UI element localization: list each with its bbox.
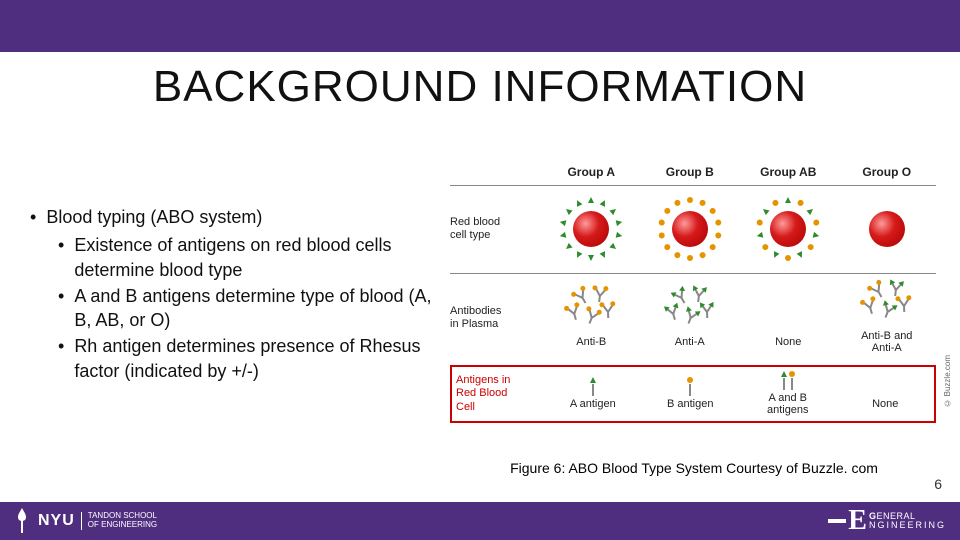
nyu-logo: NYU TANDON SCHOOL OF ENGINEERING <box>14 508 157 534</box>
chart-column-headers: Group A Group B Group AB Group O <box>542 165 936 179</box>
ge-lower: NGINEERING <box>869 520 946 530</box>
bullet-sub: A and B antigens determine type of blood… <box>58 284 450 333</box>
general-engineering-logo: E GENERAL NGINEERING <box>828 505 946 537</box>
bullet-list: Blood typing (ABO system) Existence of a… <box>30 165 450 460</box>
bullet-sub: Existence of antigens on red blood cells… <box>58 233 450 282</box>
abo-chart: Group A Group B Group AB Group O Red blo… <box>450 165 950 460</box>
chart-row-antigen: Antigens in Red Blood Cell A antigenB an… <box>450 365 936 423</box>
bullet-main: Blood typing (ABO system) <box>30 205 450 229</box>
footer-bar: NYU TANDON SCHOOL OF ENGINEERING E GENER… <box>0 502 960 540</box>
torch-icon <box>14 508 30 534</box>
bullet-sub-text: Rh antigen determines presence of Rhesus… <box>74 334 450 383</box>
bullet-sub-text: A and B antigens determine type of blood… <box>74 284 450 333</box>
chart-row-antibody: Antibodies in Plasma Anti-BAnti-ANoneAnt… <box>450 279 936 357</box>
row-label: Antigens in Red Blood Cell <box>452 367 544 421</box>
row-label-text: Antigens in Red Blood Cell <box>456 374 510 414</box>
row-label: Red blood cell type <box>450 189 542 269</box>
rule <box>450 273 936 274</box>
row-label-text: Antibodies in Plasma <box>450 305 501 331</box>
chart-copyright: © Buzzle.com <box>943 355 952 408</box>
figure-caption: Figure 6: ABO Blood Type System Courtesy… <box>448 460 940 476</box>
top-bar <box>0 0 960 52</box>
chart-row-rbc: Red blood cell type <box>450 189 936 269</box>
slide: BACKGROUND INFORMATION Blood typing (ABO… <box>0 0 960 540</box>
col-header: Group A <box>542 165 641 179</box>
col-header: Group AB <box>739 165 838 179</box>
row-label-text: Red blood cell type <box>450 216 500 242</box>
bullet-sub: Rh antigen determines presence of Rhesus… <box>58 334 450 383</box>
rule <box>450 185 936 186</box>
nyu-text: NYU <box>38 512 75 530</box>
col-header: Group O <box>838 165 937 179</box>
page-number: 6 <box>934 476 942 492</box>
slide-title: BACKGROUND INFORMATION <box>0 62 960 112</box>
row-label: Antibodies in Plasma <box>450 279 542 357</box>
bullet-sub-text: Existence of antigens on red blood cells… <box>74 233 450 282</box>
content-row: Blood typing (ABO system) Existence of a… <box>30 165 950 460</box>
nyu-subtext: TANDON SCHOOL OF ENGINEERING <box>81 512 157 530</box>
col-header: Group B <box>641 165 740 179</box>
